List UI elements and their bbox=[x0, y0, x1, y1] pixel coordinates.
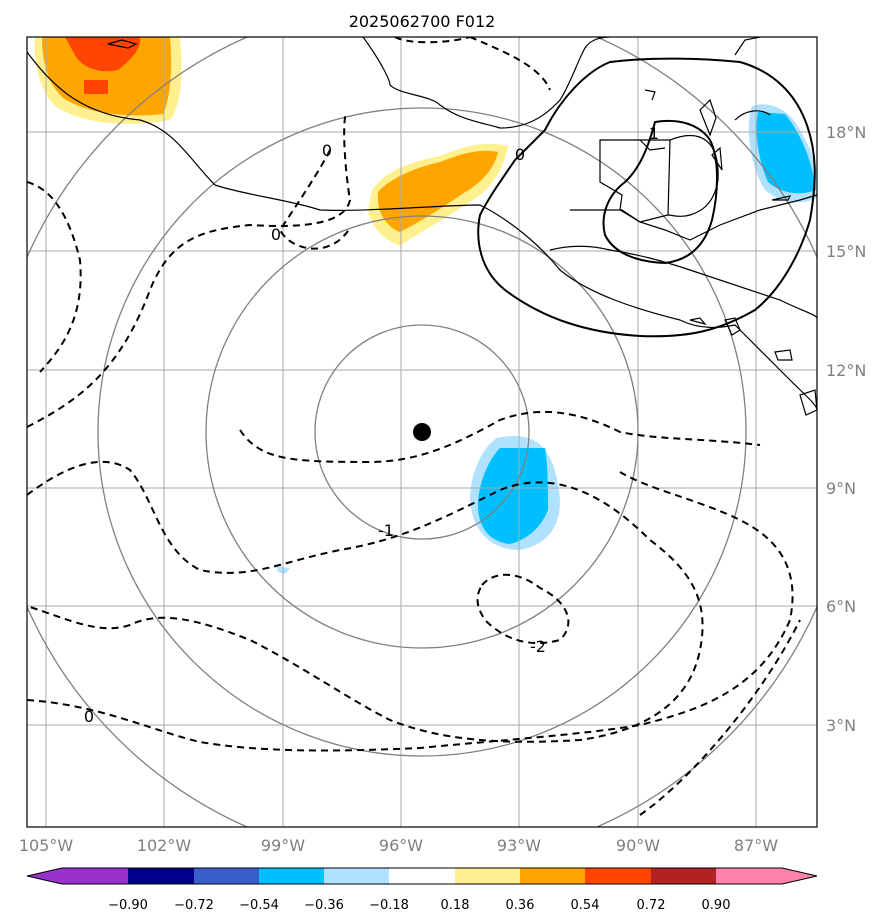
lon-tick-label: 87°W bbox=[734, 836, 778, 855]
lat-lon-grid bbox=[27, 37, 817, 827]
shading-upper-left bbox=[34, 37, 182, 124]
colorbar-extend-high bbox=[716, 868, 817, 884]
contour-label-zero-northeast: 0 bbox=[515, 145, 525, 164]
latitude-tick-labels: 18°N 15°N 12°N 9°N 6°N 3°N bbox=[826, 123, 866, 735]
colorbar-tick-label: 0.36 bbox=[506, 898, 535, 913]
range-rings bbox=[27, 37, 817, 827]
colorbar-segment bbox=[520, 868, 585, 884]
colorbar-segment bbox=[455, 868, 520, 884]
plot-area: 0 0 0 1 -1 -2 0 bbox=[27, 37, 817, 827]
lat-tick-label: 9°N bbox=[826, 479, 856, 498]
lon-tick-label: 90°W bbox=[616, 836, 660, 855]
lat-tick-label: 18°N bbox=[826, 123, 866, 142]
colorbar-tick-label: 0.18 bbox=[441, 898, 470, 913]
contour-label-zero-west: 0 bbox=[271, 225, 281, 244]
colorbar: −0.90 −0.72 −0.54 −0.36 −0.18 0.18 0.36 … bbox=[26, 867, 818, 913]
plot-frame bbox=[26, 36, 818, 828]
colorbar-segment bbox=[585, 868, 651, 884]
lat-tick-label: 15°N bbox=[826, 242, 866, 261]
contour-label-zero-southwest: 0 bbox=[84, 707, 94, 726]
colorbar-tick-label: −0.36 bbox=[304, 898, 344, 913]
contour-label-neg-one: -1 bbox=[378, 521, 394, 540]
colorbar-tick-labels: −0.90 −0.72 −0.54 −0.36 −0.18 0.18 0.36 … bbox=[108, 898, 730, 913]
colorbar-segment bbox=[324, 868, 389, 884]
colorbar-segment bbox=[194, 868, 259, 884]
shading-upper-center bbox=[368, 143, 508, 246]
lat-tick-label: 6°N bbox=[826, 597, 856, 616]
longitude-tick-labels: 105°W 102°W 99°W 96°W 93°W 90°W 87°W bbox=[19, 836, 778, 855]
contour-label-zero-north: 0 bbox=[322, 141, 332, 160]
lon-tick-label: 105°W bbox=[19, 836, 74, 855]
map-title: 2025062700 F012 bbox=[349, 12, 496, 31]
contour-label-neg-two: -2 bbox=[530, 637, 546, 656]
shading-center-blue bbox=[276, 435, 560, 574]
dashed-contours bbox=[27, 37, 801, 816]
colorbar-tick-label: 0.72 bbox=[637, 898, 666, 913]
colorbar-tick-label: 0.54 bbox=[571, 898, 600, 913]
lat-tick-label: 12°N bbox=[826, 361, 866, 380]
colorbar-tick-label: 0.90 bbox=[702, 898, 731, 913]
colorbar-extend-low bbox=[27, 868, 62, 884]
lon-tick-label: 102°W bbox=[137, 836, 192, 855]
storm-center-marker bbox=[413, 423, 431, 441]
colorbar-segment bbox=[259, 868, 324, 884]
lon-tick-label: 96°W bbox=[379, 836, 423, 855]
contour-label-group: 0 0 0 1 -1 -2 0 bbox=[84, 124, 659, 726]
colorbar-segment bbox=[651, 868, 716, 884]
colorbar-tick-label: −0.54 bbox=[239, 898, 279, 913]
lon-tick-label: 99°W bbox=[261, 836, 305, 855]
colorbar-tick-label: −0.90 bbox=[108, 898, 148, 913]
colorbar-outline bbox=[26, 867, 818, 885]
colorbar-segment bbox=[389, 868, 455, 884]
colorbar-segment bbox=[128, 868, 194, 884]
colorbar-segment bbox=[62, 868, 128, 884]
lat-tick-label: 3°N bbox=[826, 716, 856, 735]
solid-contours bbox=[477, 57, 816, 338]
contour-label-one: 1 bbox=[649, 124, 659, 143]
colorbar-tick-label: −0.72 bbox=[174, 898, 214, 913]
colorbar-tick-label: −0.18 bbox=[369, 898, 409, 913]
lon-tick-label: 93°W bbox=[497, 836, 541, 855]
